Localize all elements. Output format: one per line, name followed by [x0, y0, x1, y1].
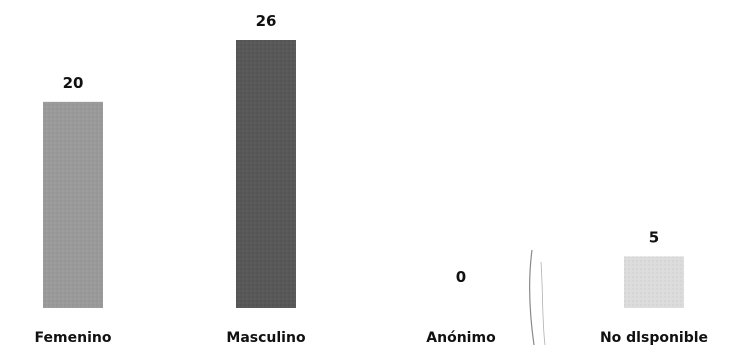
category-label: No dlsponible: [600, 330, 708, 346]
category-label: Femenino: [35, 330, 112, 346]
value-label: 26: [256, 12, 277, 30]
bars-layer: [43, 40, 684, 308]
bar-texture: [624, 256, 684, 308]
value-label: 0: [456, 268, 466, 286]
category-label: Anónimo: [426, 330, 496, 346]
value-labels-layer: 20 26 0 5: [63, 12, 660, 286]
value-label: 5: [649, 228, 659, 246]
scan-artifact: [528, 249, 546, 346]
category-labels-layer: Femenino Masculino Anónimo No dlsponible: [35, 330, 709, 346]
category-label: Masculino: [226, 330, 306, 346]
bar-texture: [236, 40, 296, 308]
value-label: 20: [63, 74, 84, 92]
bar-texture: [43, 101, 103, 308]
